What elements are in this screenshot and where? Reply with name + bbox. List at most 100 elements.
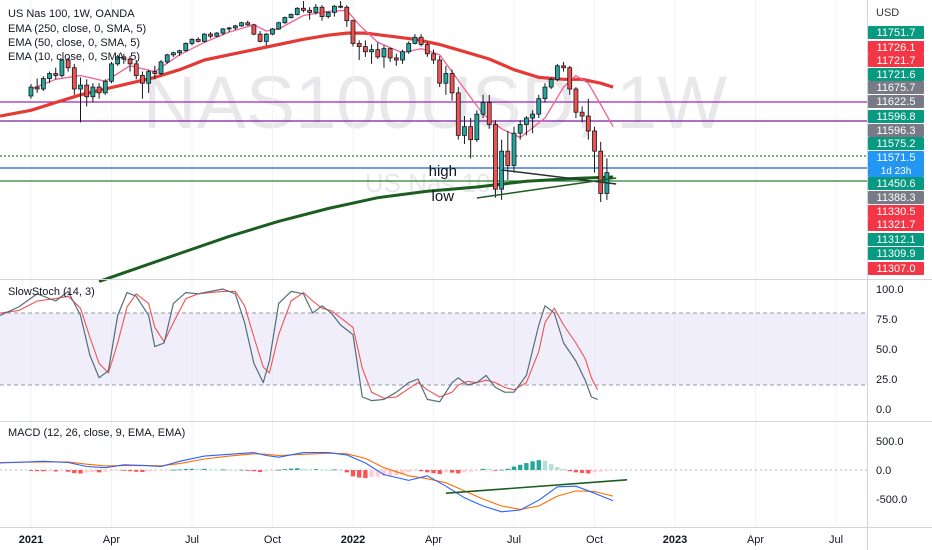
time-tick-label: 2021 [19,534,43,546]
macd-hist-bar [158,470,164,471]
macd-path [0,452,614,513]
time-axis[interactable]: 2021 Apr Jul Oct 2022 Apr Jul Oct 2023 Apr Jul [19,534,843,546]
candle-body [424,44,430,55]
price-tag-label: 11330.5 [877,206,916,218]
price-tag-label: 11321.7 [877,219,916,231]
macd-hist-bar [41,470,46,472]
candle-body [344,6,350,22]
macd-hist-bar [301,468,306,470]
macd-hist-bar [276,469,281,471]
macd-hist-bar [518,464,523,470]
macd-histogram[interactable] [28,460,610,479]
macd-hist-bar [183,468,188,470]
price-tag-label: 11622.5 [877,96,916,108]
indicator-legend: US Nas 100, 1W, OANDA EMA (250, close, 0… [8,8,146,63]
macd-hist-bar [598,470,603,472]
price-tag-label: 11450.6 [877,178,916,190]
candle-body [375,49,381,58]
trendline-low [476,177,617,199]
time-tick-label: Jul [507,534,521,546]
macd-hist-bar [592,470,597,473]
symbol-title: US Nas 100, 1W, OANDA [8,8,135,20]
price-tag [868,81,924,94]
macd-hist-bar [72,470,77,474]
macd-axis-ticks: 500.0 0.0 -500.0 [876,436,907,506]
ema-250-line[interactable] [98,175,614,283]
candle-body [493,124,498,190]
legend-ema-50: EMA (50, close, 0, SMA, 5) [8,37,140,49]
price-tag [868,151,924,177]
macd-hist-bar [127,470,133,472]
candle-body [183,43,189,52]
candle-body [239,22,244,27]
stochastic-pane[interactable]: SlowStoch (14, 3) 100.0 75.0 50.0 25.0 0.0 [0,284,904,416]
macd-hist-bar [561,468,566,470]
candle-body [585,115,591,132]
price-tag [868,218,924,231]
ema-50-line[interactable] [0,31,614,118]
candle-body [319,6,325,17]
candle-body [140,75,145,84]
candle-body [393,57,399,61]
candle-body [53,73,59,76]
macd-hist-bar [567,470,572,472]
candle-body [294,7,300,15]
candle-body [431,53,436,61]
macd-hist-bar [338,470,343,471]
price-tag [868,247,924,260]
time-tick-label: Apr [747,534,764,546]
macd-hist-bar [332,469,337,471]
macd-hist-bar [282,469,288,470]
horizontal-levels[interactable] [0,101,867,182]
stoch-d-line[interactable] [0,290,599,399]
macd-hist-bar [400,470,405,475]
price-tag [868,262,924,275]
candle-body [208,33,213,37]
macd-line[interactable] [0,452,614,513]
macd-hist-bar [270,470,275,471]
candle-body [362,46,368,53]
candle-body [418,36,424,45]
candle-body [133,63,139,76]
macd-hist-bar [245,470,250,471]
trend-lines[interactable] [476,169,617,199]
price-tag-label: 11571.5 [877,152,916,164]
price-tag-label: 11596.3 [877,125,916,137]
macd-hist-bar [165,470,170,471]
candlestick-series[interactable] [28,1,610,203]
ema-50-path [0,31,614,118]
candle-body [455,92,461,136]
stoch-tick-label: 50.0 [876,344,897,356]
macd-hist-bar [319,469,325,471]
candle-body [59,59,65,76]
candle-body [517,124,523,134]
chart-annotations: high low [429,163,457,205]
macd-hist-bar [530,461,535,470]
candle-body [437,59,443,84]
candle-body [536,98,542,115]
macd-hist-bar [443,470,449,473]
candle-body [561,65,566,69]
macd-hist-bar [307,469,312,471]
macd-hist-bar [462,470,467,473]
ema-10-line[interactable] [30,9,614,139]
macd-trendline[interactable] [445,479,628,494]
macd-pane[interactable]: MACD (12, 26, close, 9, EMA, EMA) 500.0 0… [0,427,907,513]
candle-body [338,5,343,8]
candle-body [400,51,405,61]
macd-hist-bar [499,469,504,471]
stoch-k-line[interactable] [0,288,598,403]
candle-body [282,17,288,24]
macd-hist-bar [437,470,442,475]
price-tag-label: 11721.7 [877,55,916,67]
macd-tick-label: 0.0 [876,465,891,477]
candle-body [592,130,597,152]
candle-body [158,61,164,74]
candle-body [301,7,306,11]
candle-body [189,38,195,44]
macd-hist-bar [59,470,65,471]
candle-body [548,78,554,88]
